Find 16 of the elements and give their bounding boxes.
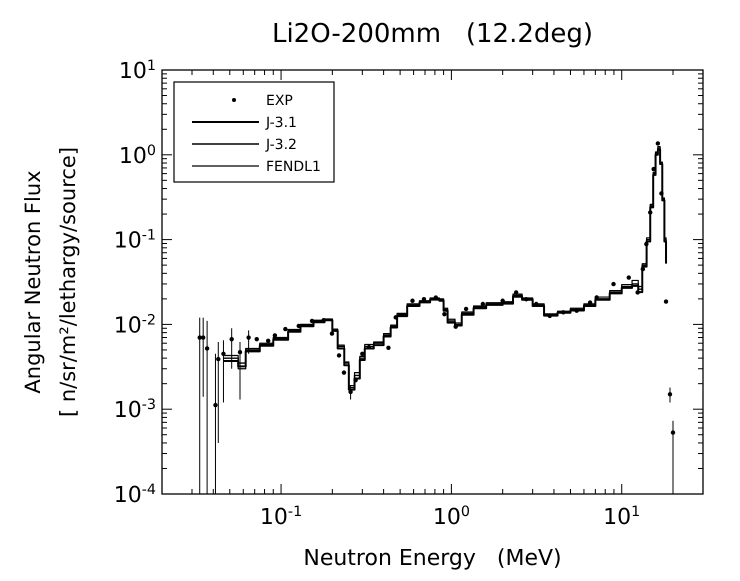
legend-label: J-3.1	[265, 115, 297, 131]
legend-label: J-3.2	[265, 137, 297, 153]
x-tick-label: 10$^{0}$	[432, 504, 470, 530]
x-tick-label: 10$^{1}$	[603, 504, 640, 530]
y-axis-title: Angular Neutron Flux [ n/sr/m²/lethargy/source]	[21, 146, 80, 418]
y-tick-label: 10$^{-4}$	[114, 482, 156, 508]
legend-label: FENDL1	[266, 159, 321, 175]
y-tick-label: 10$^{0}$	[118, 142, 156, 169]
chart-title: Li2O-200mm (12.2deg)	[272, 19, 594, 49]
y-tick-label: 10$^{-3}$	[114, 397, 156, 424]
x-axis-title: Neutron Energy (MeV)	[303, 546, 562, 571]
y-tick-label: 10$^{-2}$	[114, 312, 156, 338]
legend-label: EXP	[266, 93, 293, 109]
y-tick-label: 10$^{1}$	[118, 58, 156, 84]
y-tick-label: 10$^{-1}$	[114, 228, 156, 254]
x-tick-label: 10$^{-1}$	[260, 504, 302, 530]
